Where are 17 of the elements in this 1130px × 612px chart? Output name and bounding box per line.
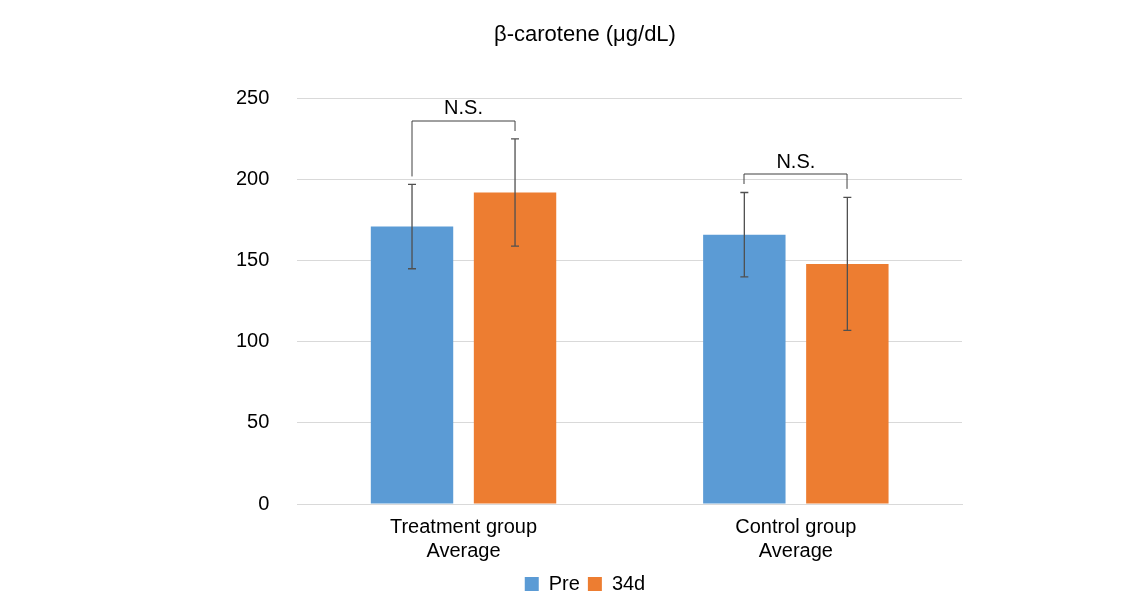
bar <box>370 226 454 504</box>
legend-label: Pre <box>548 571 580 594</box>
y-tick-label: 250 <box>235 85 270 108</box>
annotation: N.S. <box>776 150 816 173</box>
y-tick-label: 0 <box>258 491 270 514</box>
bar <box>703 234 786 504</box>
y-tick-label: 200 <box>235 167 270 190</box>
y-tick-label: 150 <box>235 248 270 271</box>
y-tick-label: 50 <box>247 410 270 433</box>
annotation: N.S. <box>444 96 483 119</box>
chart-title: β-carotene (μg/dL) <box>494 21 676 47</box>
x-tick-label: Control group Average <box>735 514 857 561</box>
legend-label: 34d <box>611 571 646 594</box>
bar <box>806 263 889 504</box>
x-tick-label: Treatment group Average <box>389 514 538 561</box>
y-tick-label: 100 <box>235 329 270 352</box>
bar <box>473 192 557 504</box>
